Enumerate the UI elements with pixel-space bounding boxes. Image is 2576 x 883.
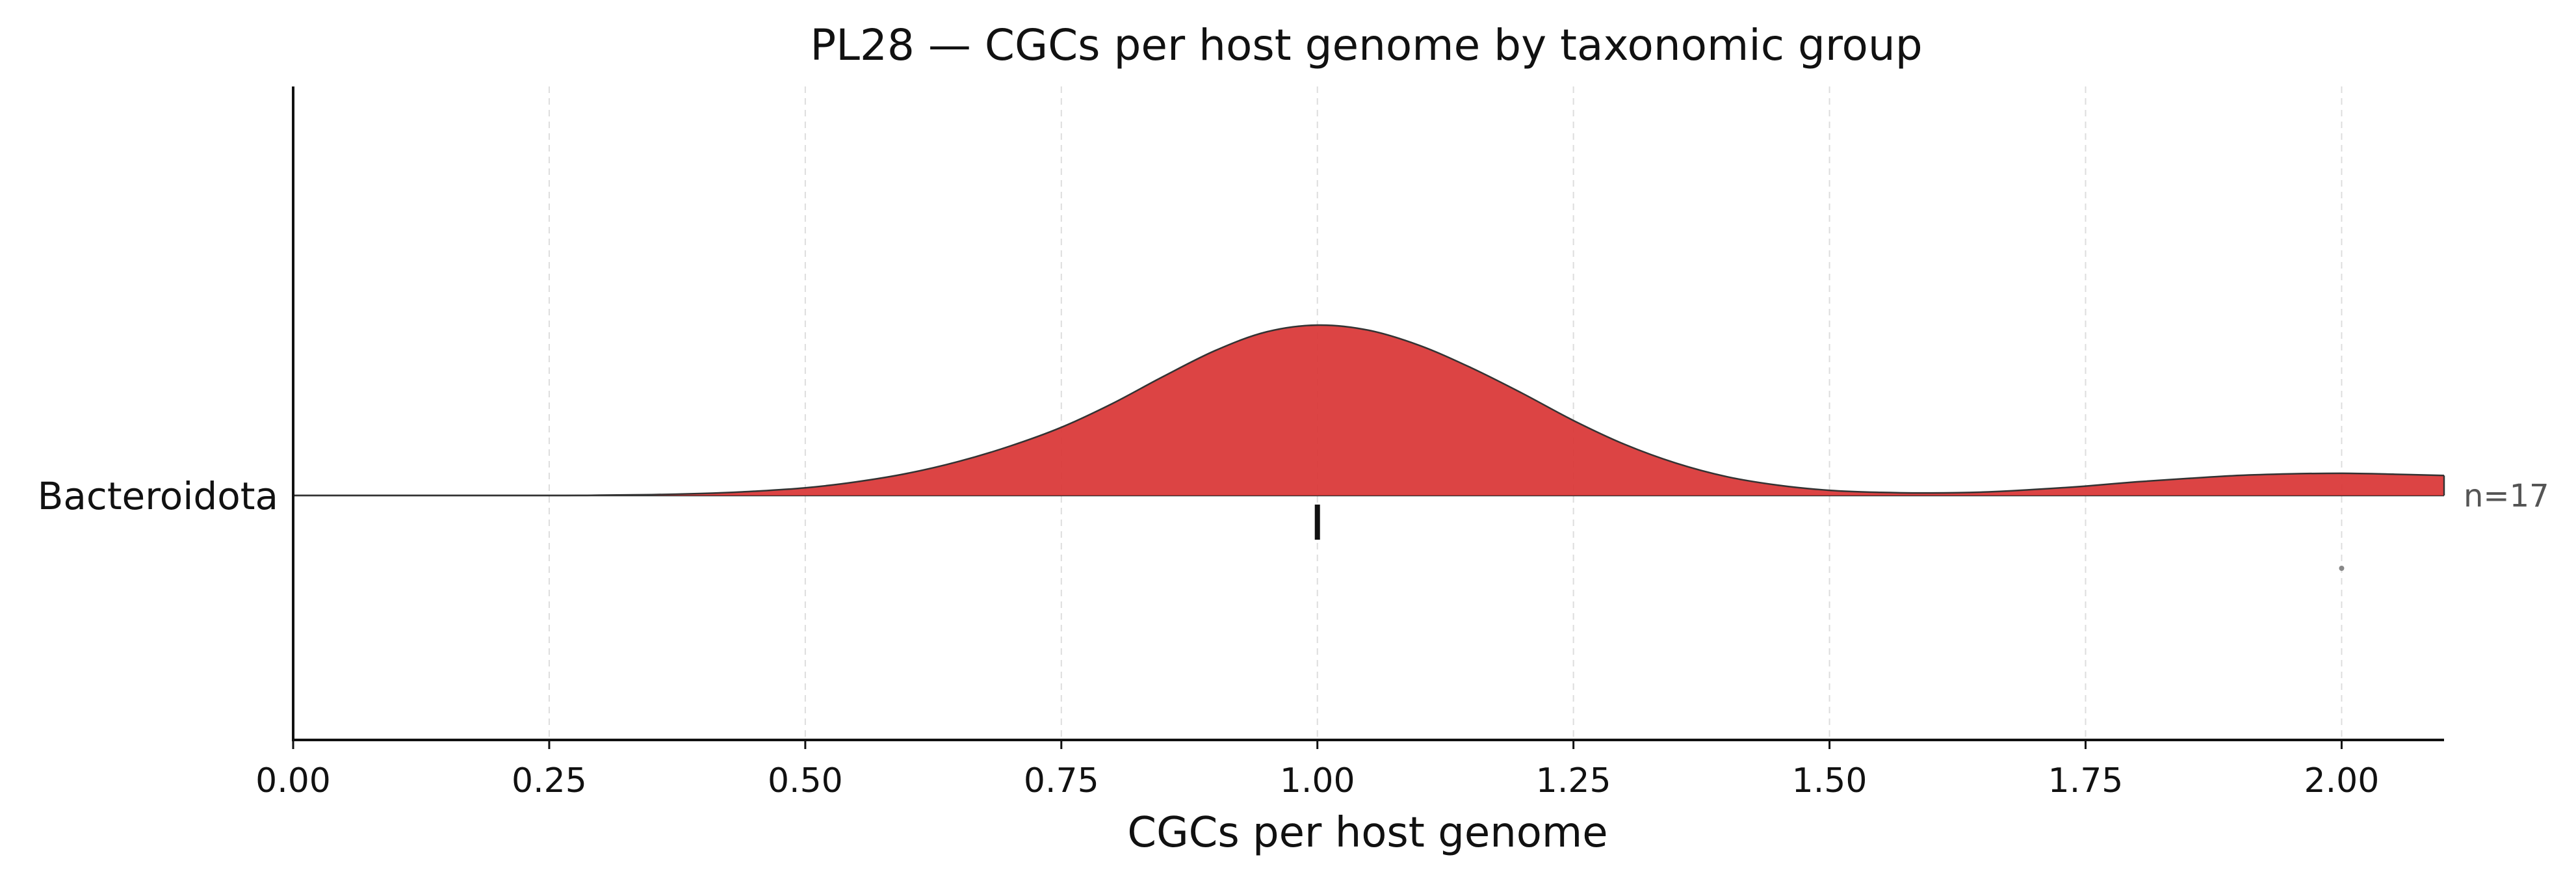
x-tick-label: 1.00 bbox=[1280, 761, 1355, 800]
x-tick-label: 2.00 bbox=[2304, 761, 2380, 800]
x-tick-label: 0.00 bbox=[255, 761, 331, 800]
ridge-bacteroidota: Bacteroidota n=17 bbox=[38, 324, 2549, 571]
x-tick-label: 0.75 bbox=[1024, 761, 1099, 800]
x-tick-label: 1.25 bbox=[1536, 761, 1611, 800]
n-count-label: n=17 bbox=[2464, 478, 2549, 514]
x-tick-label: 0.25 bbox=[512, 761, 587, 800]
x-axis-label: CGCs per host genome bbox=[1127, 809, 1607, 857]
ridges: Bacteroidota n=17 bbox=[38, 324, 2549, 571]
density-outline bbox=[293, 324, 2445, 497]
outlier-point bbox=[2339, 566, 2345, 571]
x-tick-label: 1.75 bbox=[2048, 761, 2124, 800]
category-label: Bacteroidota bbox=[38, 474, 278, 518]
x-axis-ticks: 0.00 0.25 0.50 0.75 1.00 1.25 1.50 1.75 2.00 bbox=[255, 740, 2379, 800]
x-tick-label: 1.50 bbox=[1792, 761, 1867, 800]
density-fill bbox=[293, 324, 2444, 496]
x-tick-label: 0.50 bbox=[768, 761, 843, 800]
x-gridlines bbox=[548, 86, 2343, 740]
chart-title: PL28 — CGCs per host genome by taxonomic… bbox=[810, 20, 1922, 70]
